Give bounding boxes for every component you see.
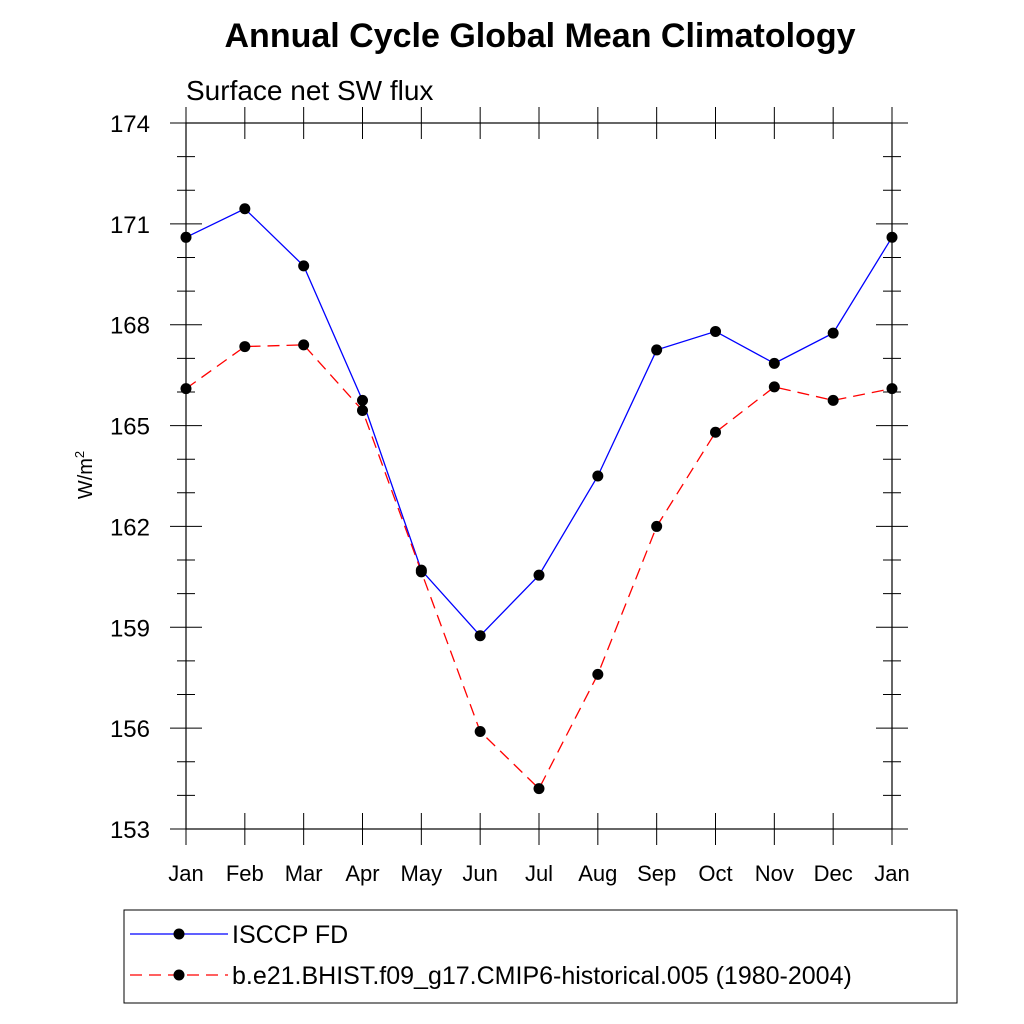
y-tick-label: 153 [110,817,150,844]
x-tick-label: Sep [637,861,676,886]
series-2-point [533,783,545,795]
y-axis-label-superscript: 2 [72,451,87,458]
series-2-point [710,426,721,438]
series-1-point [827,327,839,339]
x-tick-label: Jul [525,861,553,886]
series-2-point [827,394,839,406]
plot-axes [185,122,893,830]
chart-title: Annual Cycle Global Mean Climatology [225,17,856,55]
series-1-point [768,357,780,369]
series-1-point [886,231,898,243]
y-tick-label: 168 [110,313,150,340]
x-tick-label: Jan [874,861,909,886]
series-layer [180,203,898,795]
series-1-point [533,569,545,581]
y-axis-label-text: W/m [75,458,97,499]
series-1-point [239,203,251,215]
x-tick-label: Aug [578,861,617,886]
x-tick-label: Jan [168,861,203,886]
legend-label-1: ISCCP FD [232,921,348,949]
x-tick-label: Feb [226,861,264,886]
legend-box [123,909,958,1004]
series-2-point [768,381,780,393]
y-tick-label: 162 [110,514,150,541]
series-2-point [592,668,604,680]
x-tick-label: Jun [462,861,497,886]
x-axis-ticks: Jan Feb Mar Apr May Jun Jul Aug Sep Oct Nov Dec Jan [168,107,910,886]
y-tick-label: 171 [110,212,150,239]
y-axis-ticks: 153 156 159 162 165 168 171 174 [110,111,908,844]
x-tick-label: Nov [755,861,794,886]
series-1-point [180,231,192,243]
x-tick-label: Apr [345,861,379,886]
series-1-point [298,260,310,272]
y-tick-label: 174 [110,111,150,138]
legend-label-2: b.e21.BHIST.f09_g17.CMIP6-historical.005… [232,962,852,990]
series-1-point [474,630,486,642]
y-axis-label: W/m2 [72,451,97,499]
y-tick-label: 165 [110,414,150,441]
series-line-2 [185,344,893,790]
series-2-point [180,383,192,395]
x-tick-label: Dec [814,861,853,886]
series-2-point [357,404,368,416]
plot-frame [185,122,893,830]
series-1-point [357,394,368,406]
svg-text:W/m2: W/m2 [72,451,97,499]
x-tick-label: Mar [285,861,323,886]
legend: ISCCP FD b.e21.BHIST.f09_g17.CMIP6-histor… [123,909,958,1004]
y-tick-label: 156 [110,716,150,743]
y-tick-label: 159 [110,615,150,642]
series-1-point [651,344,663,356]
series-1-point [592,470,604,482]
x-tick-label: May [401,861,443,886]
series-2-point [886,383,898,395]
series-2-point [651,520,663,532]
legend-marker-2 [173,969,185,981]
series-2-point [298,339,310,351]
chart-subtitle: Surface net SW flux [186,75,433,106]
series-2-point [474,726,486,738]
series-1-point [710,325,721,337]
legend-marker-1 [173,928,185,940]
series-2-point [415,566,427,578]
series-2-point [239,341,251,353]
x-tick-label: Oct [698,861,732,886]
